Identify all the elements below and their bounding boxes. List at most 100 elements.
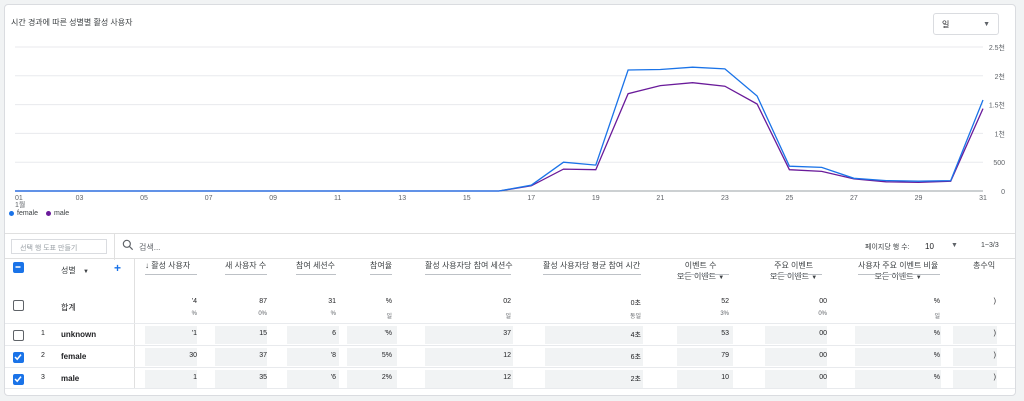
select-all-checkbox[interactable] — [13, 262, 24, 273]
y-tick-label: 2.5천 — [989, 43, 1005, 52]
cell-bar — [287, 370, 339, 388]
total-engagement-rate: % — [385, 298, 392, 305]
event-filter-select[interactable]: 모든 이벤트 ▼ — [770, 271, 817, 282]
add-dimension-icon[interactable]: + — [114, 261, 122, 275]
legend-dot — [9, 211, 14, 216]
series-line-male — [15, 82, 984, 192]
caret-down-icon: ▼ — [983, 21, 990, 28]
cell-bar — [145, 348, 197, 366]
dimension-header-label: 성별 — [61, 266, 76, 275]
row-cell-c8: 00 — [819, 330, 827, 337]
row-cell-c4: 5% — [381, 352, 392, 359]
total-user-key-event-rate-delta: 일 — [934, 314, 940, 320]
column-header-user-key-event-rate[interactable]: 사용자 주요 이벤트 비율 모든 이벤트 ▼ — [858, 260, 938, 282]
header-underline — [225, 274, 267, 275]
row-cell-c4: 2% — [381, 374, 392, 381]
total-engaged-sessions-delta: % — [330, 311, 336, 317]
header-underline — [677, 274, 729, 275]
column-header-active-users[interactable]: ↓ 활성 사용자 — [145, 260, 190, 271]
legend-label: male — [54, 210, 70, 217]
total-engagement-rate-delta: 일 — [386, 314, 392, 320]
rows-per-page-select[interactable]: 10 — [925, 242, 934, 251]
cell-bar — [287, 326, 339, 344]
header-underline — [145, 274, 197, 275]
column-header-engaged-sessions[interactable]: 참여 세션수 — [296, 261, 336, 270]
row-cell-c2: 15 — [259, 330, 267, 337]
total-row-checkbox[interactable] — [13, 300, 24, 311]
caret-down-icon: ▼ — [811, 275, 818, 281]
search-icon — [122, 239, 134, 251]
x-tick-label: 11 — [334, 195, 341, 202]
caret-down-icon: ▼ — [82, 269, 89, 275]
sort-arrow-down-icon: ↓ — [145, 261, 149, 270]
total-revenue: ) — [993, 298, 996, 305]
caret-down-icon: ▼ — [915, 275, 922, 281]
total-engaged-sessions: 31 — [328, 298, 336, 305]
row-cell-c6: 4초 — [630, 332, 641, 339]
row-cell-c7: 53 — [721, 330, 729, 337]
total-new-users: 87 — [259, 298, 267, 305]
event-filter-select[interactable]: 모든 이벤트 ▼ — [677, 271, 724, 282]
legend-item-male[interactable]: male — [46, 210, 69, 217]
series-line-female — [15, 66, 984, 192]
x-tick-label: 27 — [850, 195, 858, 202]
row-index: 1 — [41, 330, 45, 337]
total-avg-engagement-time: 0초 — [630, 300, 641, 307]
x-tick-label: 23 — [721, 195, 729, 202]
cell-bar — [215, 348, 267, 366]
event-filter-value: 모든 이벤트 — [874, 272, 914, 281]
total-user-key-event-rate: % — [933, 298, 940, 305]
cell-bar — [425, 348, 513, 366]
row-cell-c1: 1 — [193, 374, 197, 381]
x-tick-label: 25 — [786, 195, 794, 202]
search-input[interactable]: 검색... — [139, 243, 161, 252]
column-header-total-revenue[interactable]: 총수익 — [973, 261, 996, 270]
column-header-label: 주요 이벤트 — [774, 261, 814, 270]
cell-bar — [765, 348, 827, 366]
header-underline — [543, 274, 641, 275]
y-tick-label: 500 — [993, 160, 1005, 167]
x-tick-label: 15 — [463, 195, 471, 202]
total-active-users-delta: % — [191, 311, 197, 317]
cell-bar — [545, 326, 643, 344]
cell-bar — [425, 370, 513, 388]
dimension-header[interactable]: 성별 ▼ — [61, 265, 89, 276]
row-checkbox[interactable] — [13, 330, 24, 341]
column-header-sessions-per-user[interactable]: 활성 사용자당 참여 세션수 — [425, 261, 513, 270]
y-tick-label: 1.5천 — [989, 101, 1005, 110]
total-key-events: 00 — [819, 298, 827, 305]
column-header-key-events[interactable]: 주요 이벤트 모든 이벤트 ▼ — [770, 260, 817, 282]
row-checkbox[interactable] — [13, 352, 24, 363]
legend-label: female — [17, 210, 39, 217]
column-header-avg-engagement-time[interactable]: 활성 사용자당 평균 참여 시간 — [543, 261, 641, 270]
legend-item-female[interactable]: female — [9, 210, 38, 217]
create-chart-button[interactable]: 선택 행 도표 만들기 — [11, 239, 107, 254]
x-tick-label: 05 — [140, 195, 148, 202]
row-cell-c8: 00 — [819, 352, 827, 359]
period-select-value: 일 — [942, 20, 950, 29]
total-label: 합계 — [61, 303, 76, 312]
x-tick-label: 17 — [527, 195, 535, 202]
x-tick-label: 03 — [76, 195, 84, 202]
total-sessions-per-user-delta: 일 — [505, 314, 511, 320]
x-tick-label: 19 — [592, 195, 600, 202]
event-filter-select[interactable]: 모든 이벤트 ▼ — [858, 271, 938, 282]
total-new-users-delta: 0% — [258, 311, 267, 317]
cell-bar — [765, 370, 827, 388]
row-divider — [5, 388, 1015, 389]
cell-bar — [855, 326, 941, 344]
column-header-event-count[interactable]: 이벤트 수 모든 이벤트 ▼ — [677, 260, 724, 282]
total-sessions-per-user: 02 — [503, 298, 511, 305]
column-header-new-users[interactable]: 새 사용자 수 — [225, 261, 267, 270]
row-checkbox[interactable] — [13, 374, 24, 385]
row-cell-c7: 79 — [721, 352, 729, 359]
cell-bar — [215, 326, 267, 344]
row-cell-c6: 2초 — [630, 376, 641, 383]
x-tick-label: 29 — [915, 195, 923, 202]
cell-bar — [953, 370, 997, 388]
row-cell-c10: ) — [993, 352, 996, 359]
column-header-engagement-rate[interactable]: 참여율 — [370, 261, 393, 270]
checkmark-icon — [14, 376, 22, 383]
caret-down-icon[interactable]: ▼ — [951, 242, 958, 249]
period-select[interactable]: 일 ▼ — [933, 13, 999, 35]
